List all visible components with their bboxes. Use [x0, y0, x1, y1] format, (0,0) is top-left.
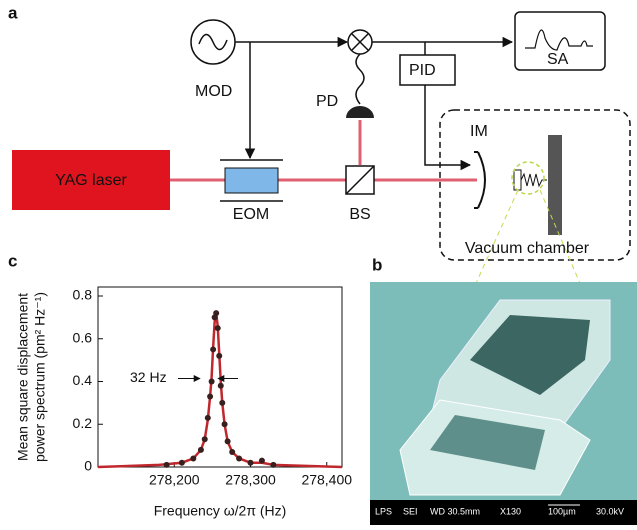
label: PID: [409, 62, 436, 79]
y-tick-label: 0.2: [73, 415, 93, 431]
y-axis-label: Mean square displacement: [15, 293, 31, 461]
page: a MOD PD PID SA IM YAG laser EOM BS Vacu…: [0, 0, 637, 530]
data-point: [179, 460, 185, 466]
data-point: [202, 436, 208, 442]
scale-text: LPS: [375, 506, 392, 516]
photodiode: [346, 106, 374, 118]
data-point: [216, 353, 222, 359]
label: YAG laser: [55, 172, 127, 189]
y-tick-label: 0: [84, 458, 92, 474]
data-point: [229, 449, 235, 455]
y-tick-label: 0.6: [73, 329, 93, 345]
scale-text: WD 30.5mm: [430, 506, 480, 516]
data-point: [205, 415, 211, 421]
data-point: [164, 462, 170, 468]
data-point: [207, 393, 213, 399]
x-tick-label: 278,300: [225, 472, 276, 488]
panel-label: c: [8, 251, 17, 270]
scale-text: X130: [500, 506, 521, 516]
scale-text: 30.0kV: [596, 506, 624, 516]
wall: [548, 135, 562, 235]
label: MOD: [195, 83, 232, 100]
label: IM: [470, 123, 488, 140]
data-point: [236, 455, 242, 461]
eom: [225, 168, 278, 193]
figure: a MOD PD PID SA IM YAG laser EOM BS Vacu…: [0, 0, 637, 525]
panel-label: b: [372, 255, 382, 274]
data-point: [209, 379, 215, 385]
spring: [521, 174, 547, 186]
chart: 0 0.2 0.4 0.6 0.8 278,200 278,300 278,400 Freque…: [15, 287, 353, 519]
scale-text: 100µm: [548, 506, 576, 516]
x-tick-label: 278,400: [301, 472, 352, 488]
data-point: [215, 325, 221, 331]
label: SA: [547, 51, 569, 68]
data-point: [225, 438, 231, 444]
label: EOM: [233, 206, 269, 223]
data-point: [248, 460, 254, 466]
panel-label: a: [8, 3, 18, 22]
data-point: [218, 383, 224, 389]
data-point: [270, 462, 276, 468]
label: PD: [316, 93, 338, 110]
y-tick-label: 0.8: [73, 287, 93, 303]
data-point: [222, 421, 228, 427]
fit-line: [98, 313, 342, 467]
y-tick-label: 0.4: [73, 372, 93, 388]
scale-text: SEI: [403, 506, 418, 516]
annotation: 32 Hz: [130, 369, 167, 385]
data-point: [198, 447, 204, 453]
data-point: [213, 310, 219, 316]
data-point: [190, 455, 196, 461]
data-point: [219, 400, 225, 406]
y-axis-label: power spectrum (pm² Hz⁻¹): [32, 292, 48, 462]
x-axis-label: Frequency ω/2π (Hz): [154, 503, 287, 519]
data-point: [210, 346, 216, 352]
mirror: [514, 170, 521, 190]
data-point: [259, 458, 265, 464]
label: Vacuum chamber: [465, 240, 590, 257]
x-tick-label: 278,200: [149, 472, 200, 488]
label: BS: [349, 206, 370, 223]
